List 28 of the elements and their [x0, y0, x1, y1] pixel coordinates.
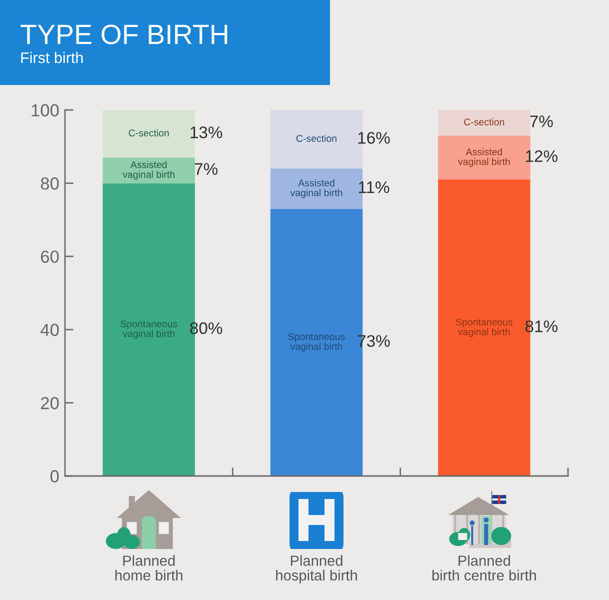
x-tick-label: Planned hospital birth [276, 555, 357, 584]
data-label: 13% [190, 126, 222, 138]
series-label: C-section [464, 118, 504, 126]
text: Assisted vaginal birth [290, 179, 342, 198]
text: C-section [296, 134, 336, 142]
text: C-section [128, 129, 169, 136]
data-label: 16% [358, 132, 390, 144]
chart-subtitle: First birth [21, 52, 83, 64]
chart-title: TYPE OF BIRTH [20, 24, 228, 44]
data-label: 12% [526, 150, 558, 162]
data-label: 7% [194, 163, 218, 175]
y-tick-label: 80 [40, 177, 59, 190]
series-label: Spontaneous vaginal birth [456, 318, 512, 338]
text: Spontaneous vaginal birth [120, 320, 178, 340]
y-tick-label: 20 [41, 396, 59, 410]
y-tick-label: 40 [40, 324, 59, 336]
text: Assisted vaginal birth [458, 148, 510, 167]
data-label: 7% [530, 116, 553, 128]
series-label: Assisted vaginal birth [122, 160, 174, 180]
bar [102, 158, 195, 184]
x-tick-label: Planned home birth [115, 555, 182, 581]
bar [438, 110, 530, 136]
text: Spontaneous vaginal birth [288, 333, 345, 352]
y-tick-label: 60 [41, 250, 59, 263]
x-tick-label: Planned birth centre birth [432, 555, 536, 581]
data-label: 11% [358, 181, 390, 194]
y-tick-label: 0 [50, 470, 59, 482]
y-tick-label: 100 [32, 104, 59, 116]
